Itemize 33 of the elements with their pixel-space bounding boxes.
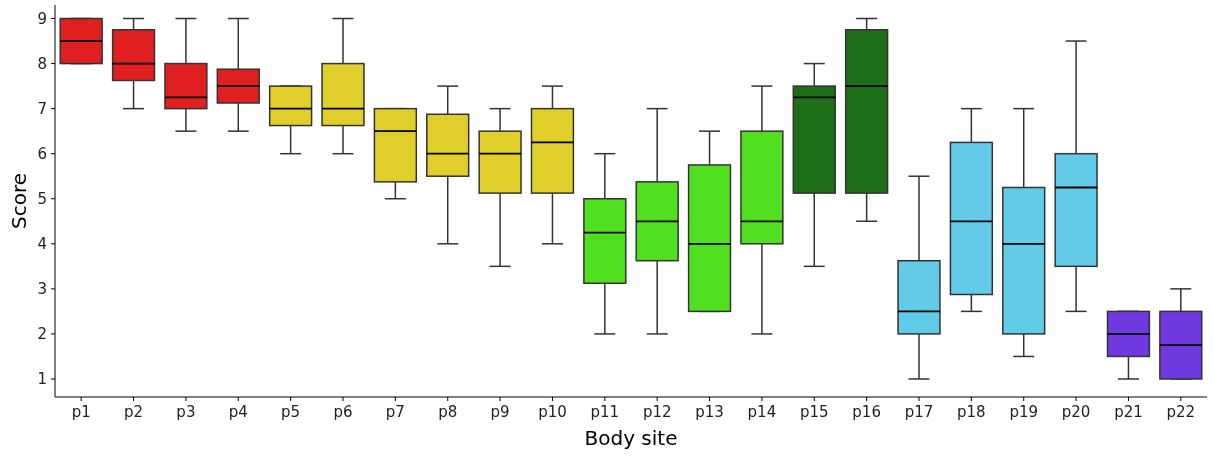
x-tick-label: p2 (124, 403, 144, 421)
x-axis-title: Body site (584, 426, 678, 450)
x-tick-label: p19 (1009, 403, 1039, 421)
y-tick-label: 6 (37, 144, 47, 163)
x-tick-label: p22 (1166, 403, 1196, 421)
x-tick-label: p18 (957, 403, 986, 421)
x-tick-label: p17 (904, 403, 934, 421)
y-tick-label: 1 (37, 370, 47, 389)
x-tick-label: p5 (281, 403, 301, 421)
x-tick-label: p10 (538, 403, 567, 421)
x-tick-label: p3 (176, 403, 196, 421)
x-tick-label: p14 (747, 403, 777, 421)
x-tick-label: p7 (385, 403, 405, 421)
x-tick-label: p13 (695, 403, 724, 421)
x-tick-label: p9 (490, 403, 510, 421)
y-tick-label: 5 (37, 190, 47, 208)
y-tick-label: 2 (37, 325, 47, 344)
y-axis-title: Score (7, 172, 31, 230)
x-tick-label: p15 (799, 403, 829, 421)
y-tick-label: 9 (37, 9, 47, 28)
x-tick-label: p4 (228, 403, 248, 421)
x-tick-label: p20 (1061, 403, 1091, 421)
y-tick-label: 3 (37, 280, 47, 299)
x-tick-label: p16 (852, 403, 881, 421)
x-tick-label: p8 (438, 403, 458, 421)
y-tick-label: 8 (37, 54, 47, 73)
x-tick-label: p12 (642, 403, 672, 421)
x-tick-label: p11 (590, 403, 620, 421)
x-tick-label: p6 (333, 403, 353, 421)
y-tick-label: 4 (37, 235, 47, 254)
x-tick-label: p1 (71, 403, 91, 421)
y-tick-label: 7 (37, 99, 47, 118)
x-tick-label: p21 (1114, 403, 1143, 421)
